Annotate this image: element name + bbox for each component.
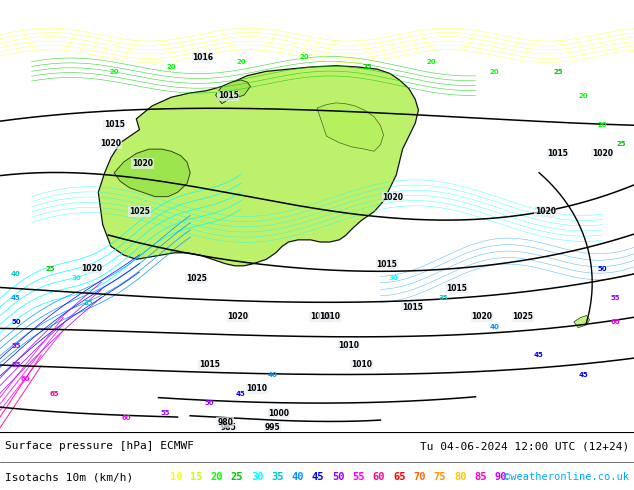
Text: 980: 980 bbox=[217, 418, 233, 427]
Text: 1015: 1015 bbox=[377, 260, 397, 269]
Text: 1016: 1016 bbox=[192, 53, 214, 62]
Polygon shape bbox=[216, 80, 250, 104]
Text: 25: 25 bbox=[553, 69, 562, 75]
Text: 90: 90 bbox=[495, 472, 507, 482]
Text: 1020: 1020 bbox=[81, 264, 103, 273]
Text: 50: 50 bbox=[597, 266, 607, 272]
Text: 40: 40 bbox=[268, 372, 278, 378]
Text: 985: 985 bbox=[221, 423, 236, 432]
Text: 1015: 1015 bbox=[199, 360, 219, 369]
Text: 1010: 1010 bbox=[246, 385, 268, 393]
Text: 80: 80 bbox=[454, 472, 467, 482]
Text: 20: 20 bbox=[236, 59, 246, 65]
Text: 55: 55 bbox=[353, 472, 365, 482]
Text: 55: 55 bbox=[160, 410, 169, 416]
Text: 15: 15 bbox=[190, 472, 203, 482]
Text: 65: 65 bbox=[49, 391, 58, 397]
Polygon shape bbox=[98, 66, 418, 266]
Text: 20: 20 bbox=[109, 69, 119, 75]
Text: 10: 10 bbox=[170, 472, 183, 482]
Text: 45: 45 bbox=[534, 352, 544, 358]
Text: 30: 30 bbox=[71, 275, 81, 281]
Text: 70: 70 bbox=[413, 472, 426, 482]
Text: 20: 20 bbox=[578, 93, 588, 99]
Text: 20: 20 bbox=[426, 59, 436, 65]
Text: 1015: 1015 bbox=[310, 312, 330, 321]
Text: 50: 50 bbox=[11, 318, 21, 324]
Text: 50: 50 bbox=[204, 400, 214, 406]
Text: 55: 55 bbox=[11, 343, 20, 349]
Text: 40: 40 bbox=[11, 270, 21, 276]
Text: 35: 35 bbox=[439, 295, 449, 301]
Text: 25: 25 bbox=[46, 266, 55, 272]
Polygon shape bbox=[574, 316, 590, 328]
Text: 1020: 1020 bbox=[471, 312, 493, 321]
Text: 1025: 1025 bbox=[129, 207, 150, 216]
Text: 35: 35 bbox=[271, 472, 284, 482]
Text: 1020: 1020 bbox=[592, 149, 613, 158]
Text: 1000: 1000 bbox=[268, 409, 290, 417]
Text: 1015: 1015 bbox=[446, 284, 467, 293]
Text: ©weatheronline.co.uk: ©weatheronline.co.uk bbox=[504, 472, 629, 482]
Text: 60: 60 bbox=[20, 376, 30, 383]
Text: 40: 40 bbox=[292, 472, 304, 482]
Text: 1020: 1020 bbox=[227, 312, 249, 321]
Text: 1010: 1010 bbox=[351, 360, 372, 369]
Text: 45: 45 bbox=[236, 391, 246, 397]
Text: 1015: 1015 bbox=[104, 121, 124, 129]
Polygon shape bbox=[317, 103, 384, 151]
Text: 25: 25 bbox=[363, 64, 372, 71]
Text: 60: 60 bbox=[122, 415, 132, 421]
Text: 65: 65 bbox=[393, 472, 406, 482]
Text: 20: 20 bbox=[299, 54, 309, 60]
Text: 45: 45 bbox=[312, 472, 325, 482]
Text: 1010: 1010 bbox=[319, 312, 340, 321]
Text: 1015: 1015 bbox=[402, 303, 422, 312]
Text: 45: 45 bbox=[11, 295, 21, 301]
Text: Surface pressure [hPa] ECMWF: Surface pressure [hPa] ECMWF bbox=[5, 441, 194, 451]
Text: 995: 995 bbox=[265, 423, 280, 432]
Text: 30: 30 bbox=[251, 472, 264, 482]
Text: Isotachs 10m (km/h): Isotachs 10m (km/h) bbox=[5, 472, 147, 482]
Text: 1010: 1010 bbox=[338, 341, 359, 350]
Text: 45: 45 bbox=[578, 372, 588, 378]
Text: 1025: 1025 bbox=[186, 274, 207, 283]
Text: 35: 35 bbox=[84, 299, 94, 306]
Text: 25: 25 bbox=[231, 472, 243, 482]
Text: Tu 04-06-2024 12:00 UTC (12+24): Tu 04-06-2024 12:00 UTC (12+24) bbox=[420, 441, 629, 451]
Text: 20: 20 bbox=[597, 122, 607, 128]
Text: 60: 60 bbox=[373, 472, 385, 482]
Text: 55: 55 bbox=[611, 295, 619, 301]
Text: 20: 20 bbox=[166, 64, 176, 71]
Text: 1020: 1020 bbox=[382, 193, 404, 201]
Text: 1015: 1015 bbox=[218, 92, 238, 100]
Text: 30: 30 bbox=[388, 275, 398, 281]
Text: 1020: 1020 bbox=[132, 159, 153, 168]
Text: 55: 55 bbox=[11, 362, 20, 368]
Text: 60: 60 bbox=[610, 318, 620, 324]
Text: 40: 40 bbox=[489, 324, 500, 330]
Polygon shape bbox=[114, 149, 190, 196]
Text: 1020: 1020 bbox=[100, 140, 122, 148]
Text: 20: 20 bbox=[489, 69, 500, 75]
Text: 1020: 1020 bbox=[534, 207, 556, 216]
Text: 75: 75 bbox=[434, 472, 446, 482]
Text: 50: 50 bbox=[332, 472, 345, 482]
Text: 1025: 1025 bbox=[513, 312, 533, 321]
Text: 1015: 1015 bbox=[548, 149, 568, 158]
Text: 20: 20 bbox=[210, 472, 223, 482]
Text: 25: 25 bbox=[617, 141, 626, 147]
Text: 85: 85 bbox=[474, 472, 487, 482]
